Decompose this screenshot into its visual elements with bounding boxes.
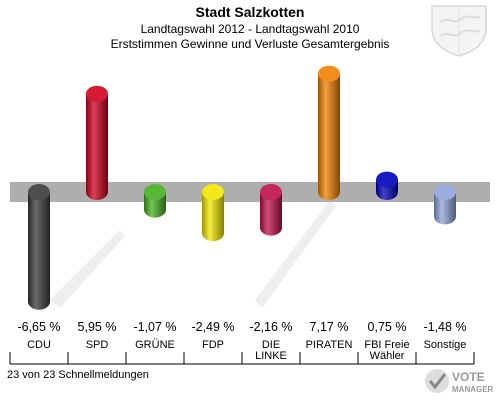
category-label: FDP [202,339,224,351]
value-label: -2,16 % [249,320,292,334]
watermark-check [50,200,336,308]
votemanager-logo: VOTE MANAGER [425,369,494,394]
value-label: -1,07 % [133,320,176,334]
value-label: -2,49 % [191,320,234,334]
value-label: 5,95 % [78,320,117,334]
category-label: PIRATEN [306,339,353,351]
bar-piraten [318,65,340,200]
coat-of-arms-icon [431,5,487,57]
bar-sonstige [434,184,456,225]
bar-fdp [202,184,224,242]
zero-baseline-band [10,182,490,202]
category-label: Sonstige [424,339,467,351]
category-label: CDU [27,339,51,351]
value-label: 7,17 % [310,320,349,334]
svg-text:VOTE: VOTE [452,370,485,384]
value-label: -6,65 % [17,320,60,334]
chart-title: Stadt Salzkotten [195,4,305,20]
value-label: 0,75 % [368,320,407,334]
bar-fbi-freie-wähler [376,171,398,200]
category-label: SPD [86,339,109,351]
bar-spd [86,85,108,200]
chart-subtitle: Landtagswahl 2012 - Landtagswahl 2010 [140,22,360,36]
bar-grüne [144,184,166,218]
bar-die-linke [260,184,282,236]
category-label: GRÜNE [135,339,175,351]
bar-cdu [28,184,50,310]
category-label: FBI Freie Wähler [364,339,409,362]
value-label: -1,48 % [423,320,466,334]
chart-description: Erststimmen Gewinne und Verluste Gesamte… [110,37,390,51]
category-label: DIE LINKE [255,339,287,362]
svg-text:MANAGER: MANAGER [452,385,494,394]
footer-text: 23 von 23 Schnellmeldungen [7,369,149,381]
